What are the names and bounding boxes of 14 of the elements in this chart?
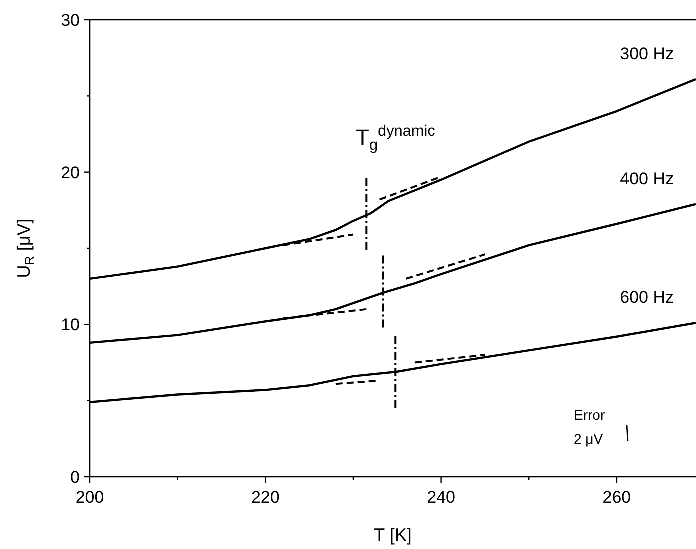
x-axis-title: T [K]: [374, 525, 412, 545]
y-tick-label: 0: [70, 468, 80, 487]
series-label: 400 Hz: [620, 169, 674, 188]
x-tick-label: 220: [251, 488, 280, 507]
x-tick-label: 240: [427, 488, 456, 507]
annotation: 2 μV: [574, 431, 604, 447]
y-tick-label: 10: [61, 316, 80, 335]
x-tick-label: 200: [76, 488, 104, 507]
annotation: Error: [574, 407, 606, 423]
y-tick-label: 30: [61, 11, 80, 30]
y-tick-label: 20: [61, 163, 80, 182]
series-label: 600 Hz: [620, 288, 674, 308]
series-label: 300 Hz: [620, 44, 674, 64]
x-tick-label: 260: [602, 488, 632, 507]
